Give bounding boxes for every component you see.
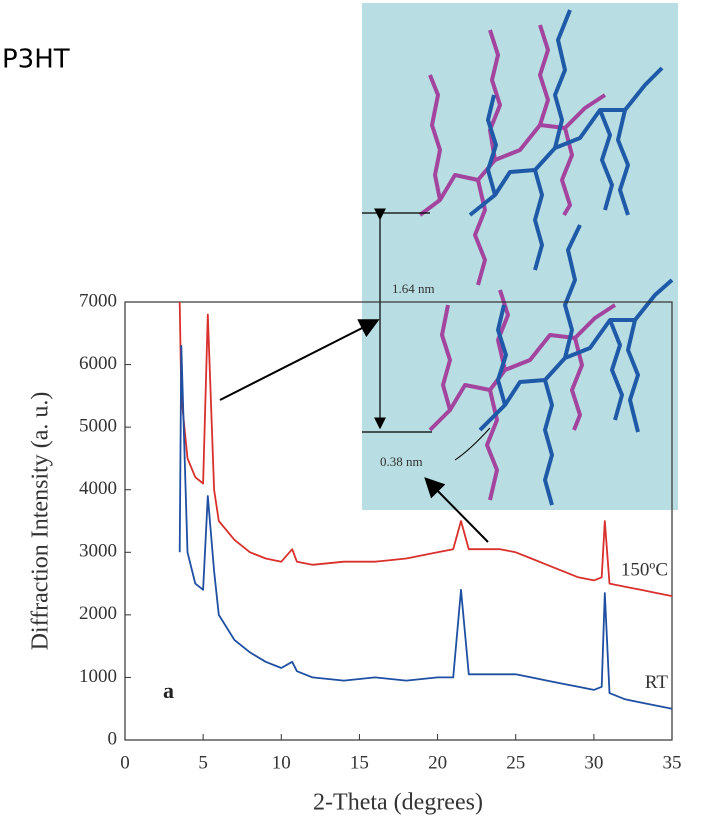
x-tick-label: 0 <box>120 752 130 773</box>
series-line <box>178 344 673 710</box>
y-tick-label: 7000 <box>79 290 117 311</box>
x-axis-title: 2-Theta (degrees) <box>313 790 483 816</box>
x-tick-label: 15 <box>350 752 369 773</box>
inset-diagram: 1.64 nm 0.38 nm <box>362 3 678 510</box>
y-tick-label: 1000 <box>79 666 117 687</box>
y-axis-title: Diffraction Intensity (a. u.) <box>28 392 54 651</box>
x-tick-label: 25 <box>506 752 525 773</box>
y-tick-label: 0 <box>108 728 118 749</box>
figure-label: P3HT <box>2 45 70 75</box>
x-tick-label: 10 <box>272 752 291 773</box>
pointer-arrow <box>219 319 380 401</box>
series-label: RT <box>645 672 669 693</box>
molecules <box>418 9 674 506</box>
series-label: 150ºC <box>621 559 668 580</box>
series-line <box>178 301 673 597</box>
x-tick-label: 35 <box>663 752 682 773</box>
y-tick-label: 6000 <box>79 353 117 374</box>
annotation: 0.38 nm <box>380 454 423 469</box>
pointer-arrow <box>424 477 489 543</box>
plot-frame <box>124 301 673 741</box>
annotation: 1.64 nm <box>392 281 435 296</box>
panel-label: a <box>163 678 174 703</box>
x-tick-label: 20 <box>428 752 447 773</box>
y-tick-label: 3000 <box>79 541 117 562</box>
y-tick-label: 2000 <box>79 603 117 624</box>
inset-background <box>362 3 678 510</box>
spacing-leader <box>454 427 491 461</box>
y-tick-label: 4000 <box>79 478 117 499</box>
x-tick-label: 5 <box>198 752 208 773</box>
y-tick-label: 5000 <box>79 416 117 437</box>
x-tick-label: 30 <box>584 752 603 773</box>
